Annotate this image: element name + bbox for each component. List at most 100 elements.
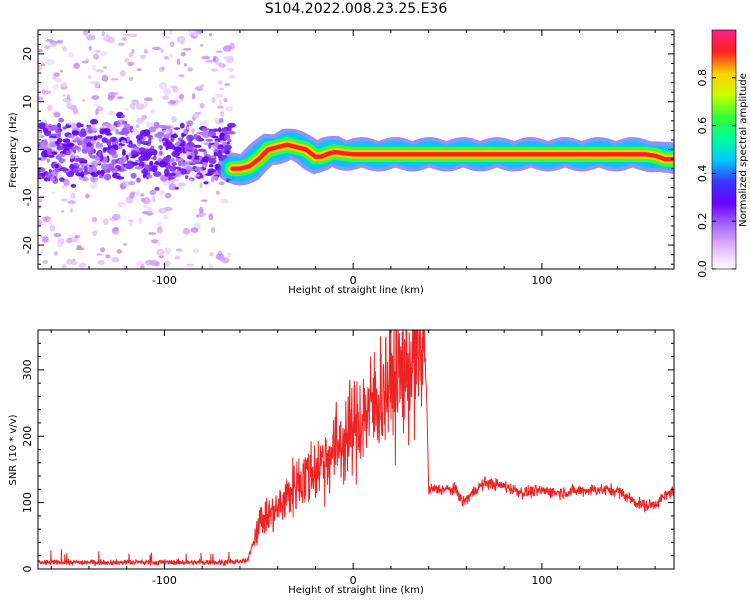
noise-blob xyxy=(190,159,200,165)
noise-blob xyxy=(103,218,109,226)
noise-blob xyxy=(211,135,219,139)
noise-blob xyxy=(223,98,228,103)
noise-blob xyxy=(210,68,219,72)
noise-blob xyxy=(184,144,189,150)
noise-blob xyxy=(48,169,52,173)
noise-blob xyxy=(140,193,145,197)
noise-blob xyxy=(61,143,68,146)
noise-blob xyxy=(201,199,208,202)
noise-blob xyxy=(65,150,72,156)
noise-blob xyxy=(131,49,135,54)
noise-blob xyxy=(215,50,223,53)
noise-blob xyxy=(162,129,170,135)
noise-blob xyxy=(105,123,112,127)
noise-blob xyxy=(88,166,98,174)
noise-blob xyxy=(217,80,223,85)
noise-blob xyxy=(43,177,48,181)
spectrogram-heatmap xyxy=(38,30,674,269)
noise-blob xyxy=(179,122,185,129)
noise-blob xyxy=(110,78,119,81)
noise-blob xyxy=(177,182,186,187)
noise-blob xyxy=(101,74,109,82)
noise-blob xyxy=(144,97,153,102)
noise-blob xyxy=(214,149,219,153)
noise-blob xyxy=(214,117,219,122)
noise-blob xyxy=(80,128,87,136)
noise-blob xyxy=(111,125,117,132)
noise-blob xyxy=(72,258,76,262)
noise-blob xyxy=(136,177,141,183)
noise-blob xyxy=(38,203,41,210)
noise-blob xyxy=(187,67,193,72)
noise-blob xyxy=(38,48,43,53)
noise-blob xyxy=(160,31,167,35)
noise-blob xyxy=(112,227,117,233)
noise-blob xyxy=(117,201,126,207)
noise-blob xyxy=(159,190,166,196)
spectrogram-y-axis-label: Frequency (Hz) xyxy=(8,112,19,188)
noise-blob xyxy=(55,140,59,145)
noise-blob xyxy=(62,45,67,52)
colorbar-ticks: 0.0 0.2 0.4 0.6 0.8 xyxy=(696,69,736,278)
x-tick-label: 100 xyxy=(531,574,552,587)
noise-blob xyxy=(141,114,147,120)
noise-blob xyxy=(44,90,52,95)
noise-blob xyxy=(70,158,74,163)
noise-blob xyxy=(96,253,102,256)
noise-blob xyxy=(142,205,149,209)
noise-blob xyxy=(122,180,130,187)
noise-blob xyxy=(97,134,103,139)
noise-blob xyxy=(146,121,154,129)
noise-blob xyxy=(116,249,123,254)
noise-blob xyxy=(80,136,85,143)
noise-blob xyxy=(52,225,56,232)
noise-blob xyxy=(218,181,225,186)
y-tick-label: -10 xyxy=(21,188,34,206)
y-tick-label: 0 xyxy=(21,566,34,573)
noise-blob xyxy=(193,144,202,148)
noise-blob xyxy=(77,167,85,171)
noise-blob xyxy=(164,192,172,199)
y-tick-label: 100 xyxy=(21,492,34,513)
noise-blob xyxy=(158,207,167,214)
noise-blob xyxy=(59,82,68,88)
snr-series-line xyxy=(38,330,674,567)
noise-blob xyxy=(119,70,126,77)
noise-blob xyxy=(48,137,56,143)
noise-blob xyxy=(182,48,192,51)
noise-blob xyxy=(81,147,89,154)
noise-blob xyxy=(224,144,232,151)
noise-blob xyxy=(117,173,121,177)
noise-blob xyxy=(168,183,177,191)
noise-blob xyxy=(186,263,195,267)
noise-blob xyxy=(158,255,165,259)
noise-blob xyxy=(180,51,186,57)
noise-blob xyxy=(224,134,231,140)
noise-blob xyxy=(219,87,225,91)
noise-blob xyxy=(117,119,126,126)
noise-blob xyxy=(85,142,93,147)
noise-blob xyxy=(156,131,164,139)
noise-blob xyxy=(76,164,81,167)
noise-blob xyxy=(151,195,156,203)
colorbar-label: Normalized spectral amplitude xyxy=(738,73,749,227)
noise-blob xyxy=(163,142,168,147)
noise-blob xyxy=(93,80,100,88)
noise-blob xyxy=(91,216,98,223)
noise-blob xyxy=(142,101,148,108)
noise-blob xyxy=(126,143,136,148)
noise-blob xyxy=(201,127,210,131)
noise-blob xyxy=(65,142,75,147)
noise-blob xyxy=(123,242,127,246)
noise-blob xyxy=(211,96,216,104)
noise-blob xyxy=(173,146,183,152)
noise-blob xyxy=(169,41,175,48)
x-tick-label: 100 xyxy=(531,274,552,287)
noise-blob xyxy=(92,53,99,60)
noise-blob xyxy=(208,158,217,165)
noise-blob xyxy=(42,88,46,95)
noise-blob xyxy=(215,253,225,260)
noise-blob xyxy=(85,127,94,135)
noise-blob xyxy=(169,100,177,104)
